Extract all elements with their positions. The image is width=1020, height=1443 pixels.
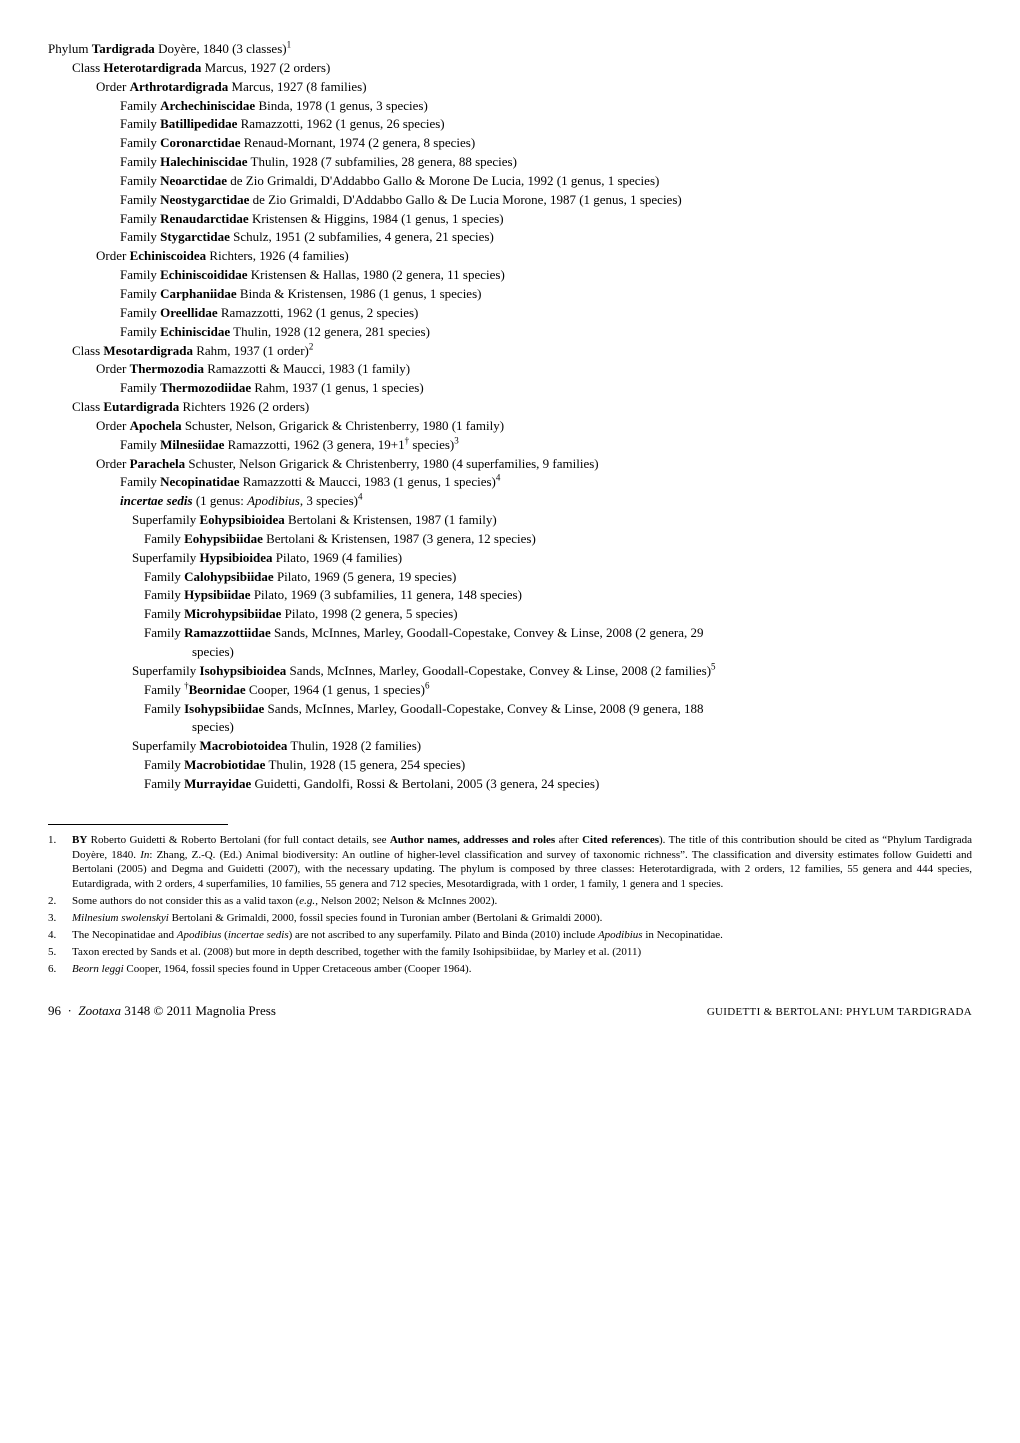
taxonomy-line: Family Macrobiotidae Thulin, 1928 (15 ge…	[144, 756, 972, 775]
taxonomy-line: Family Ramazzottiidae Sands, McInnes, Ma…	[144, 624, 972, 643]
footer-left: 96 · Zootaxa 3148 © 2011 Magnolia Press	[48, 1002, 276, 1021]
taxonomy-block: Phylum Tardigrada Doyère, 1840 (3 classe…	[48, 40, 972, 794]
taxonomy-line: Superfamily Macrobiotoidea Thulin, 1928 …	[132, 737, 972, 756]
footnote-text: BY Roberto Guidetti & Roberto Bertolani …	[72, 833, 972, 892]
footnote-number: 4.	[48, 928, 72, 943]
taxonomy-line: Family Murrayidae Guidetti, Gandolfi, Ro…	[144, 775, 972, 794]
footnote-number: 3.	[48, 911, 72, 926]
taxonomy-line: Family Necopinatidae Ramazzotti & Maucci…	[120, 473, 972, 492]
journal-ref: Zootaxa 3148 © 2011 Magnolia Press	[78, 1003, 276, 1018]
footnote: 6.Beorn leggi Cooper, 1964, fossil speci…	[48, 962, 972, 977]
taxonomy-line: Family Calohypsibiidae Pilato, 1969 (5 g…	[144, 568, 972, 587]
page-number: 96	[48, 1003, 61, 1018]
taxonomy-line: incertae sedis (1 genus: Apodibius, 3 sp…	[120, 492, 972, 511]
taxonomy-line: Family Carphaniidae Binda & Kristensen, …	[120, 285, 972, 304]
taxonomy-line: Family Oreellidae Ramazzotti, 1962 (1 ge…	[120, 304, 972, 323]
footnote-text: Beorn leggi Cooper, 1964, fossil species…	[72, 962, 972, 977]
taxonomy-line: Family Eohypsibiidae Bertolani & Kristen…	[144, 530, 972, 549]
taxonomy-line: Family †Beornidae Cooper, 1964 (1 genus,…	[144, 681, 972, 700]
taxonomy-line: Family Echiniscoididae Kristensen & Hall…	[120, 266, 972, 285]
footnote-divider	[48, 824, 228, 825]
taxonomy-line: Order Apochela Schuster, Nelson, Grigari…	[96, 417, 972, 436]
taxonomy-line: Family Hypsibiidae Pilato, 1969 (3 subfa…	[144, 586, 972, 605]
taxonomy-line: Family Milnesiidae Ramazzotti, 1962 (3 g…	[120, 436, 972, 455]
taxonomy-line: Superfamily Hypsibioidea Pilato, 1969 (4…	[132, 549, 972, 568]
taxonomy-line: Class Eutardigrada Richters 1926 (2 orde…	[72, 398, 972, 417]
taxonomy-line: Family Stygarctidae Schulz, 1951 (2 subf…	[120, 228, 972, 247]
footnote: 2.Some authors do not consider this as a…	[48, 894, 972, 909]
footnote: 1.BY Roberto Guidetti & Roberto Bertolan…	[48, 833, 972, 892]
taxonomy-line: Phylum Tardigrada Doyère, 1840 (3 classe…	[48, 40, 972, 59]
footnote-text: Some authors do not consider this as a v…	[72, 894, 972, 909]
taxonomy-line: Family Microhypsibiidae Pilato, 1998 (2 …	[144, 605, 972, 624]
taxonomy-line: Family Batillipedidae Ramazzotti, 1962 (…	[120, 115, 972, 134]
taxonomy-line: species)	[192, 718, 972, 737]
footer-right: GUIDETTI & BERTOLANI: PHYLUM TARDIGRADA	[707, 1005, 972, 1021]
taxonomy-line: Order Parachela Schuster, Nelson Grigari…	[96, 455, 972, 474]
taxonomy-line: Superfamily Eohypsibioidea Bertolani & K…	[132, 511, 972, 530]
footnote-number: 5.	[48, 945, 72, 960]
taxonomy-line: Family Coronarctidae Renaud-Mornant, 197…	[120, 134, 972, 153]
taxonomy-line: species)	[192, 643, 972, 662]
footnote-number: 1.	[48, 833, 72, 892]
taxonomy-line: Family Archechiniscidae Binda, 1978 (1 g…	[120, 97, 972, 116]
taxonomy-line: Order Arthrotardigrada Marcus, 1927 (8 f…	[96, 78, 972, 97]
footnotes-block: 1.BY Roberto Guidetti & Roberto Bertolan…	[48, 833, 972, 977]
taxonomy-line: Family Renaudarctidae Kristensen & Higgi…	[120, 210, 972, 229]
footnote-text: Milnesium swolenskyi Bertolani & Grimald…	[72, 911, 972, 926]
footnote: 4.The Necopinatidae and Apodibius (incer…	[48, 928, 972, 943]
taxonomy-line: Family Neoarctidae de Zio Grimaldi, D'Ad…	[120, 172, 972, 191]
taxonomy-line: Class Mesotardigrada Rahm, 1937 (1 order…	[72, 342, 972, 361]
taxonomy-line: Family Neostygarctidae de Zio Grimaldi, …	[120, 191, 972, 210]
page-footer: 96 · Zootaxa 3148 © 2011 Magnolia Press …	[48, 1002, 972, 1021]
taxonomy-line: Order Echiniscoidea Richters, 1926 (4 fa…	[96, 247, 972, 266]
footnote: 3.Milnesium swolenskyi Bertolani & Grima…	[48, 911, 972, 926]
footnote-number: 2.	[48, 894, 72, 909]
footnote-text: The Necopinatidae and Apodibius (incerta…	[72, 928, 972, 943]
taxonomy-line: Family Echiniscidae Thulin, 1928 (12 gen…	[120, 323, 972, 342]
taxonomy-line: Class Heterotardigrada Marcus, 1927 (2 o…	[72, 59, 972, 78]
footnote: 5.Taxon erected by Sands et al. (2008) b…	[48, 945, 972, 960]
taxonomy-line: Family Isohypsibiidae Sands, McInnes, Ma…	[144, 700, 972, 719]
taxonomy-line: Family Halechiniscidae Thulin, 1928 (7 s…	[120, 153, 972, 172]
footnote-text: Taxon erected by Sands et al. (2008) but…	[72, 945, 972, 960]
taxonomy-line: Order Thermozodia Ramazzotti & Maucci, 1…	[96, 360, 972, 379]
footnote-number: 6.	[48, 962, 72, 977]
taxonomy-line: Family Thermozodiidae Rahm, 1937 (1 genu…	[120, 379, 972, 398]
taxonomy-line: Superfamily Isohypsibioidea Sands, McInn…	[132, 662, 972, 681]
